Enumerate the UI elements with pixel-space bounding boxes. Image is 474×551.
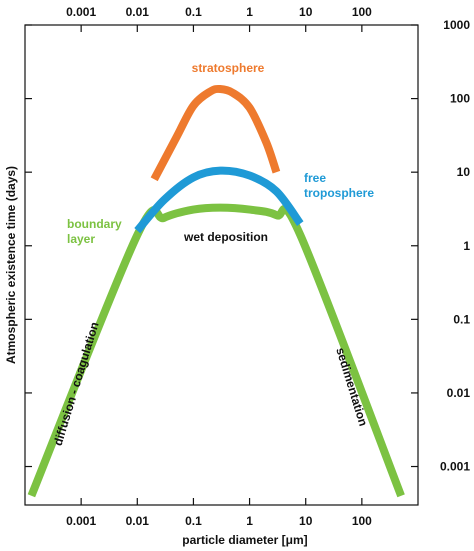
diffusion-coagulation-label: diffusion - coagulation bbox=[51, 320, 102, 447]
x-tick-label-bottom: 100 bbox=[352, 514, 372, 528]
x-tick-label-top: 10 bbox=[299, 5, 313, 19]
free-troposphere-label-line1: free bbox=[304, 171, 326, 185]
x-tick-label-top: 0.01 bbox=[126, 5, 150, 19]
y-tick-label: 0.01 bbox=[447, 386, 471, 400]
plot-frame bbox=[24, 24, 419, 506]
x-tick-label-bottom: 0.01 bbox=[126, 514, 150, 528]
y-tick-label: 1000 bbox=[443, 18, 470, 32]
x-tick-label-top: 0.1 bbox=[185, 5, 202, 19]
series-line-free-troposphere bbox=[134, 166, 304, 234]
stratosphere-label: stratosphere bbox=[192, 61, 265, 75]
x-tick-label-top: 0.001 bbox=[66, 5, 96, 19]
wet-deposition-label: wet deposition bbox=[183, 230, 268, 244]
series-line-stratosphere bbox=[150, 84, 281, 182]
y-tick-label: 0.1 bbox=[453, 312, 470, 326]
x-tick-label-bottom: 10 bbox=[299, 514, 313, 528]
boundary-layer-label-line1: boundary bbox=[67, 217, 122, 231]
x-tick-label-bottom: 0.1 bbox=[185, 514, 202, 528]
x-tick-label-top: 1 bbox=[246, 5, 253, 19]
tick-labels: 0.0010.0010.010.010.10.11110101001001000… bbox=[66, 5, 470, 528]
tick-marks bbox=[25, 24, 418, 505]
y-tick-label: 10 bbox=[457, 165, 471, 179]
boundary-layer-label-line2: layer bbox=[67, 232, 95, 246]
y-axis-title: Atmospheric existence time (days) bbox=[4, 166, 18, 364]
series-lines bbox=[27, 84, 405, 498]
x-tick-label-bottom: 0.001 bbox=[66, 514, 96, 528]
y-tick-label: 100 bbox=[450, 92, 470, 106]
x-tick-label-bottom: 1 bbox=[246, 514, 253, 528]
free-troposphere-label-line2: troposphere bbox=[304, 186, 374, 200]
x-tick-label-top: 100 bbox=[352, 5, 372, 19]
series-line-boundary-layer bbox=[27, 203, 405, 498]
y-tick-label: 0.001 bbox=[440, 460, 470, 474]
x-axis-title: particle diameter [μm] bbox=[182, 533, 307, 547]
y-tick-label: 1 bbox=[463, 239, 470, 253]
